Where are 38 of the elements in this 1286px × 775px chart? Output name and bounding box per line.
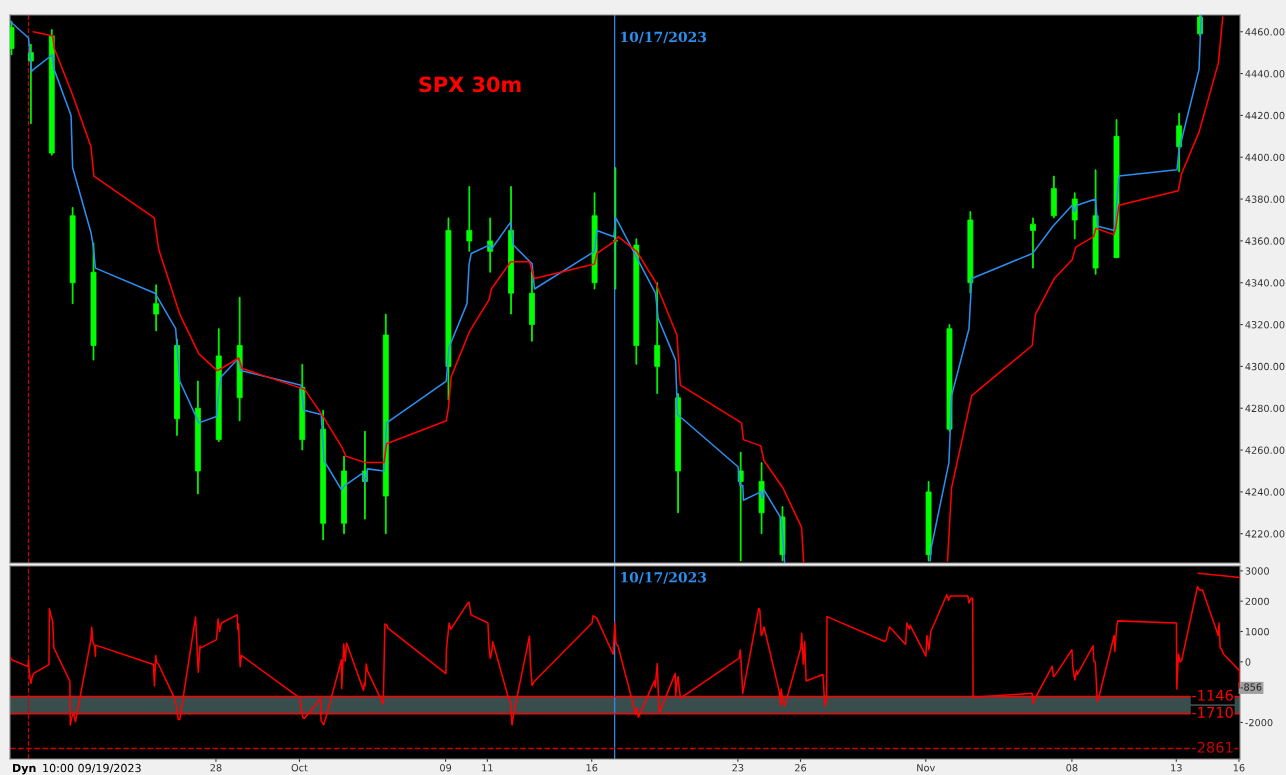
y-tick-label: 4440.00 xyxy=(1245,70,1285,78)
ref-line-label: 10/17/2023 xyxy=(621,31,707,44)
y-tick-label: 1000 xyxy=(1245,627,1269,636)
y-tick-label: -2000 xyxy=(1245,718,1273,727)
x-tick-label: 08 xyxy=(1066,764,1078,772)
text: SPX 30m xyxy=(419,76,521,93)
text: 10:00 09/19/2023 xyxy=(43,763,141,774)
x-tick-label: 23 xyxy=(732,764,744,772)
y-tick-label: 4220.00 xyxy=(1245,530,1285,538)
y-tick-label: 3000 xyxy=(1245,567,1269,575)
y-tick-label: 2000 xyxy=(1245,597,1269,606)
y-tick-label: 4340.00 xyxy=(1245,279,1285,287)
x-tick-label: 11 xyxy=(482,764,493,772)
x-tick-label: Oct xyxy=(291,764,308,772)
y-tick-label: 4280.00 xyxy=(1245,404,1285,413)
ref-line-label: -1146 xyxy=(1192,689,1233,701)
x-tick-label: 28 xyxy=(210,764,222,772)
y-tick-label: 4460.00 xyxy=(1245,28,1285,36)
text: Dyn xyxy=(13,763,36,775)
x-tick-label: 16 xyxy=(586,764,598,772)
ref-line-label: -1710 xyxy=(1192,706,1233,718)
y-tick-label: 4420.00 xyxy=(1245,111,1285,120)
y-tick-label: 4400.00 xyxy=(1245,153,1285,162)
x-tick-label: 09 xyxy=(440,764,452,772)
y-tick-label: 4320.00 xyxy=(1245,321,1285,329)
y-tick-label: 4260.00 xyxy=(1245,446,1285,454)
annotation: -856 xyxy=(1240,683,1262,691)
x-tick-label: Nov xyxy=(917,764,935,772)
x-tick-label: 16 xyxy=(1233,764,1245,772)
y-tick-label: 4300.00 xyxy=(1245,362,1285,371)
y-tick-label: 0 xyxy=(1245,658,1251,666)
y-tick-label: 4360.00 xyxy=(1245,237,1285,245)
y-tick-label: 4380.00 xyxy=(1245,195,1285,203)
ref-line-label: -2861 xyxy=(1192,741,1233,753)
y-tick-label: 4240.00 xyxy=(1245,488,1285,496)
x-tick-label: 26 xyxy=(795,764,807,772)
ref-line-label: 10/17/2023 xyxy=(621,572,707,584)
x-tick-label: 13 xyxy=(1171,764,1182,772)
